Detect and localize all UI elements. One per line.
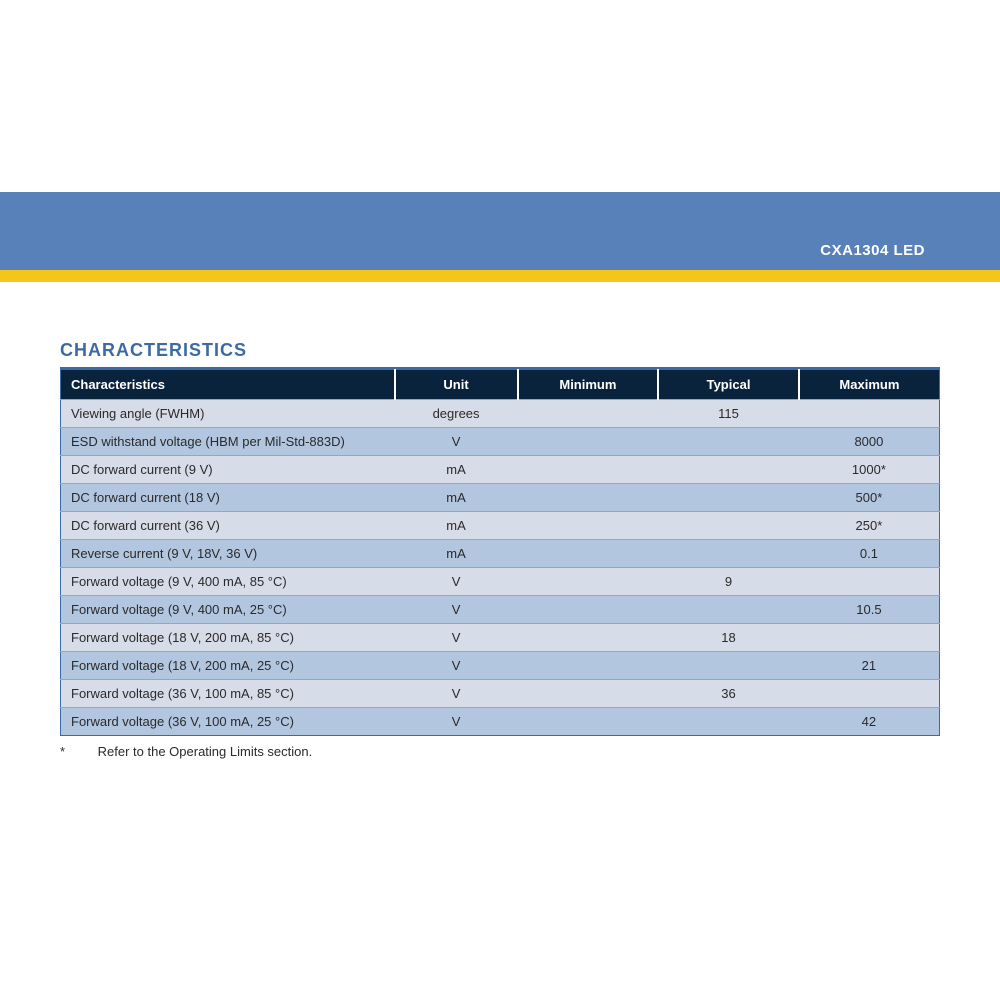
cell-min (518, 708, 659, 736)
table-row: Reverse current (9 V, 18V, 36 V)mA 0.1 (61, 540, 940, 568)
cell-characteristic: Forward voltage (9 V, 400 mA, 25 °C) (61, 596, 395, 624)
table-row: DC forward current (36 V)mA 250* (61, 512, 940, 540)
cell-max: 42 (799, 708, 940, 736)
cell-min (518, 540, 659, 568)
cell-unit: V (395, 568, 518, 596)
col-header-minimum: Minimum (518, 370, 659, 400)
col-header-characteristics: Characteristics (61, 370, 395, 400)
cell-unit: mA (395, 456, 518, 484)
cell-unit: V (395, 624, 518, 652)
table-row: Forward voltage (9 V, 400 mA, 85 °C)V 9 (61, 568, 940, 596)
cell-max: 8000 (799, 428, 940, 456)
table-row: Forward voltage (18 V, 200 mA, 25 °C)V 21 (61, 652, 940, 680)
cell-max: 21 (799, 652, 940, 680)
cell-min (518, 428, 659, 456)
table-row: DC forward current (18 V)mA 500* (61, 484, 940, 512)
table-row: Viewing angle (FWHM)degrees 115 (61, 400, 940, 428)
cell-characteristic: Reverse current (9 V, 18V, 36 V) (61, 540, 395, 568)
cell-max: 250* (799, 512, 940, 540)
cell-max (799, 680, 940, 708)
cell-unit: V (395, 596, 518, 624)
table-row: ESD withstand voltage (HBM per Mil-Std-8… (61, 428, 940, 456)
cell-characteristic: DC forward current (9 V) (61, 456, 395, 484)
cell-max: 500* (799, 484, 940, 512)
cell-min (518, 400, 659, 428)
cell-typ (658, 596, 799, 624)
cell-typ (658, 540, 799, 568)
cell-unit: mA (395, 512, 518, 540)
cell-unit: V (395, 680, 518, 708)
content-area: CHARACTERISTICS Characteristics Unit Min… (60, 340, 940, 759)
cell-characteristic: Forward voltage (9 V, 400 mA, 85 °C) (61, 568, 395, 596)
cell-min (518, 680, 659, 708)
table-body: Viewing angle (FWHM)degrees 115 ESD withst… (61, 400, 940, 736)
cell-typ (658, 652, 799, 680)
table-row: Forward voltage (18 V, 200 mA, 85 °C)V 18 (61, 624, 940, 652)
cell-max: 10.5 (799, 596, 940, 624)
cell-min (518, 456, 659, 484)
cell-max: 1000* (799, 456, 940, 484)
col-header-typical: Typical (658, 370, 799, 400)
cell-min (518, 512, 659, 540)
col-header-maximum: Maximum (799, 370, 940, 400)
characteristics-table: Characteristics Unit Minimum Typical Max… (60, 369, 940, 736)
table-row: Forward voltage (36 V, 100 mA, 85 °C)V 36 (61, 680, 940, 708)
cell-unit: mA (395, 540, 518, 568)
cell-characteristic: Forward voltage (36 V, 100 mA, 25 °C) (61, 708, 395, 736)
footnote-marker: * (60, 744, 94, 759)
cell-typ: 18 (658, 624, 799, 652)
cell-characteristic: Forward voltage (18 V, 200 mA, 85 °C) (61, 624, 395, 652)
cell-max (799, 624, 940, 652)
cell-unit: V (395, 428, 518, 456)
cell-min (518, 484, 659, 512)
cell-characteristic: Forward voltage (18 V, 200 mA, 25 °C) (61, 652, 395, 680)
cell-characteristic: Viewing angle (FWHM) (61, 400, 395, 428)
table-row: Forward voltage (9 V, 400 mA, 25 °C)V 10.… (61, 596, 940, 624)
cell-typ: 36 (658, 680, 799, 708)
cell-characteristic: DC forward current (36 V) (61, 512, 395, 540)
footnote-text: Refer to the Operating Limits section. (98, 744, 313, 759)
cell-unit: V (395, 708, 518, 736)
cell-typ (658, 456, 799, 484)
table-header-row: Characteristics Unit Minimum Typical Max… (61, 370, 940, 400)
cell-min (518, 624, 659, 652)
section-title: CHARACTERISTICS (60, 340, 940, 361)
cell-characteristic: Forward voltage (36 V, 100 mA, 85 °C) (61, 680, 395, 708)
cell-max (799, 568, 940, 596)
cell-min (518, 568, 659, 596)
cell-typ (658, 484, 799, 512)
footnote: * Refer to the Operating Limits section. (60, 744, 940, 759)
product-title: CXA1304 LED (820, 242, 925, 259)
cell-typ (658, 428, 799, 456)
cell-min (518, 652, 659, 680)
col-header-unit: Unit (395, 370, 518, 400)
cell-unit: mA (395, 484, 518, 512)
table-row: DC forward current (9 V)mA 1000* (61, 456, 940, 484)
cell-typ (658, 708, 799, 736)
cell-max (799, 400, 940, 428)
header-banner-yellow (0, 270, 1000, 282)
cell-unit: V (395, 652, 518, 680)
cell-characteristic: ESD withstand voltage (HBM per Mil-Std-8… (61, 428, 395, 456)
cell-max: 0.1 (799, 540, 940, 568)
cell-unit: degrees (395, 400, 518, 428)
cell-characteristic: DC forward current (18 V) (61, 484, 395, 512)
cell-typ: 115 (658, 400, 799, 428)
cell-min (518, 596, 659, 624)
cell-typ: 9 (658, 568, 799, 596)
cell-typ (658, 512, 799, 540)
table-row: Forward voltage (36 V, 100 mA, 25 °C)V 42 (61, 708, 940, 736)
